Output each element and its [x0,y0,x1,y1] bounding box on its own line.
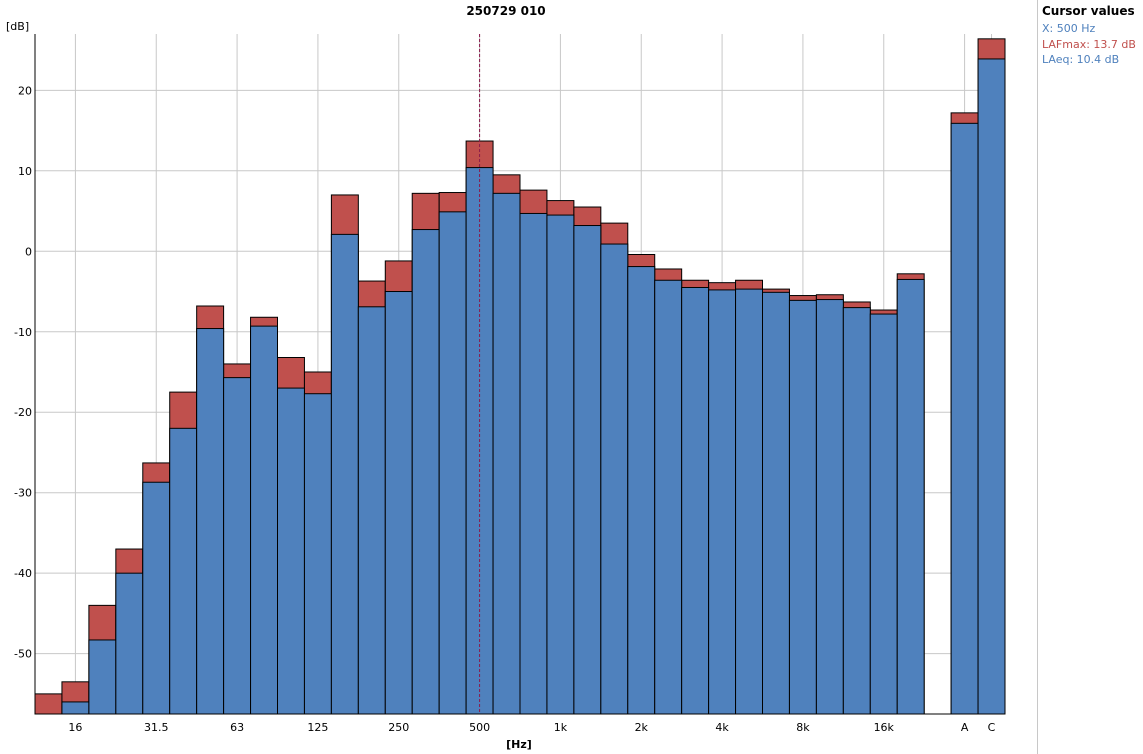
cursor-values-panel: Cursor values X: 500 Hz LAFmax: 13.7 dB … [1037,0,1143,754]
bars [34,38,1006,715]
y-tick-label: 20 [18,84,32,97]
bar-laeq [654,279,683,715]
bar-laeq [788,299,817,715]
bar-laeq [61,701,90,715]
y-axis-unit-label: [dB] [6,20,29,33]
x-tick-label: 500 [469,721,490,734]
bar-laeq [735,288,763,715]
x-tick-label: 8k [796,721,810,734]
y-tick-label: 10 [18,165,32,178]
x-tick-label: 16 [68,721,82,734]
bar-laeq [88,639,117,715]
x-tick-label: 4k [715,721,729,734]
bar-laeq [842,307,871,715]
x-tick-label: 63 [230,721,244,734]
bar-laeq [357,306,386,715]
bar-laeq [196,328,225,715]
cursor-x-value: X: 500 Hz [1042,22,1096,35]
bar-laeq [896,278,925,715]
y-tick-label: -40 [14,567,32,580]
axes [34,34,1005,715]
chart-title: 250729 010 [466,4,545,18]
bar-laeq [600,243,629,715]
x-tick-label: 16k [874,721,895,734]
x-tick-label: 1k [554,721,568,734]
x-tick-label: 31.5 [144,721,169,734]
x-axis-unit-label: [Hz] [506,738,532,751]
y-tick-label: -30 [14,487,32,500]
bar-laeq [977,58,1006,715]
bar-laeq [708,289,737,715]
tick-labels: 20 10 0 -10 -20 -30 -40 -50 16 31.5 63 125 250 500 1k 2… [14,84,996,734]
bar-laeq [411,229,440,715]
x-tick-label: 2k [635,721,649,734]
bar-laeq [492,192,521,715]
bar-laeq [223,377,252,715]
bar-laeq [169,427,198,715]
x-tick-label: A [961,721,969,734]
bar-laeq [681,286,710,715]
bar-laeq [762,291,790,715]
cursor-laeq-value: LAeq: 10.4 dB [1042,53,1120,66]
bar-laeq [573,225,602,715]
y-tick-label: -10 [14,326,32,339]
y-tick-label: -20 [14,406,32,419]
bar-laeq [142,481,171,715]
x-tick-label: 250 [388,721,409,734]
bar-laeq [250,325,279,715]
bar-laeq [546,214,575,715]
bar-laeq [519,212,548,715]
bar-laeq [627,266,656,715]
bar-laeq [384,291,413,715]
cursor-values-title: Cursor values [1042,4,1135,18]
y-tick-label: 0 [25,245,32,258]
bar-lafmax [34,693,63,715]
bar-laeq [303,393,332,715]
bar-laeq [950,122,979,715]
bar-laeq [115,572,144,715]
bar-laeq [330,233,359,715]
bar-laeq [815,299,844,715]
x-tick-label: 125 [307,721,328,734]
bar-laeq [438,211,467,715]
bar-laeq [869,313,898,715]
y-tick-label: -50 [14,648,32,661]
x-tick-label: C [988,721,996,734]
bar-laeq [277,387,305,715]
cursor-lafmax-value: LAFmax: 13.7 dB [1042,38,1136,51]
